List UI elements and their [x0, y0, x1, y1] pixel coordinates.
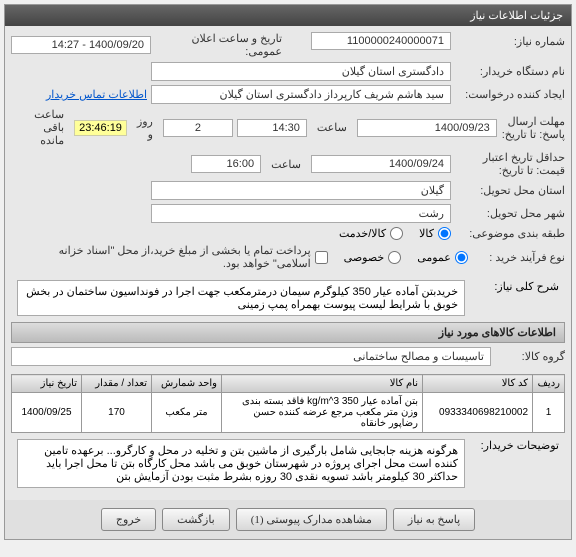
buyer-note-label: توضیحات خریدار: — [469, 439, 559, 452]
td-name: بتن آماده عیار kg/m^3 350 فاقد بسته بندی… — [222, 393, 423, 433]
contact-link[interactable]: اطلاعات تماس خریدار — [46, 88, 147, 101]
remain-label: ساعت باقی مانده — [17, 108, 64, 147]
city-value: رشت — [151, 204, 451, 223]
org-label: نام دستگاه خریدار: — [455, 65, 565, 78]
deadline-time: 14:30 — [237, 119, 307, 137]
th-date: تاریخ نیاز — [12, 375, 82, 393]
th-name: نام کالا — [222, 375, 423, 393]
deadline-date: 1400/09/23 — [357, 119, 497, 137]
radio-private-label: خصوصی — [344, 251, 385, 264]
goods-table: ردیف کد کالا نام کالا واحد شمارش تعداد /… — [11, 374, 565, 433]
panel-title: جزئیات اطلاعات نیاز — [5, 5, 571, 26]
announce-value: 1400/09/20 - 14:27 — [11, 36, 151, 54]
exit-button[interactable]: خروج — [101, 508, 156, 531]
th-qty: تعداد / مقدار — [82, 375, 152, 393]
spec-label: شرح کلی نیاز: — [469, 280, 559, 293]
radio-public-label: عمومی — [417, 251, 451, 264]
radio-service[interactable]: کالا/خدمت — [339, 227, 403, 240]
classify-label: طبقه بندی موضوعی: — [455, 227, 565, 240]
days-label: روز و — [137, 115, 153, 141]
group-value: تاسیسات و مصالح ساختمانی — [11, 347, 491, 366]
creator-label: ایجاد کننده درخواست: — [455, 88, 565, 101]
buy-type-label: نوع فرآیند خرید : — [472, 251, 565, 264]
attach-button[interactable]: مشاهده مدارک پیوستی (1) — [236, 508, 387, 531]
time-label-2: ساعت — [271, 158, 301, 171]
radio-service-label: کالا/خدمت — [339, 227, 386, 240]
radio-public[interactable]: عمومی — [417, 251, 468, 264]
pay-note-text: پرداخت تمام یا بخشی از مبلغ خرید،از محل … — [23, 244, 311, 270]
spec-text: خریدبتن آماده عیار 350 کیلوگرم سیمان درم… — [17, 280, 465, 316]
panel-body: شماره نیاز: 1100000240000071 تاریخ و ساع… — [5, 26, 571, 500]
radio-service-input[interactable] — [390, 227, 403, 240]
td-unit: متر مکعب — [152, 393, 222, 433]
time-label-1: ساعت — [317, 121, 347, 134]
td-qty: 170 — [82, 393, 152, 433]
table-header-row: ردیف کد کالا نام کالا واحد شمارش تعداد /… — [12, 375, 565, 393]
province-label: استان محل تحویل: — [455, 184, 565, 197]
valid-label: حداقل تاریخ اعتبار قیمت: تا تاریخ: — [455, 151, 565, 177]
city-label: شهر محل تحویل: — [455, 207, 565, 220]
valid-date: 1400/09/24 — [311, 155, 451, 173]
spec-row: شرح کلی نیاز: خریدبتن آماده عیار 350 کیل… — [11, 274, 565, 322]
days-remain: 2 — [163, 119, 233, 137]
th-code: کد کالا — [423, 375, 533, 393]
goods-section-bar: اطلاعات کالاهای مورد نیاز — [11, 322, 565, 343]
valid-time: 16:00 — [191, 155, 261, 173]
radio-public-input[interactable] — [455, 251, 468, 264]
td-idx: 1 — [533, 393, 565, 433]
req-num-label: شماره نیاز: — [455, 35, 565, 48]
td-date: 1400/09/25 — [12, 393, 82, 433]
table-row: 1 0933340698210002 بتن آماده عیار kg/m^3… — [12, 393, 565, 433]
deadline-label: مهلت ارسال پاسخ: تا تاریخ: — [501, 115, 565, 141]
top-row: شماره نیاز: 1100000240000071 تاریخ و ساع… — [11, 32, 565, 62]
radio-private[interactable]: خصوصی — [344, 251, 402, 264]
reply-button[interactable]: پاسخ به نیاز — [393, 508, 475, 531]
th-unit: واحد شمارش — [152, 375, 222, 393]
creator-value: سید هاشم شریف کارپرداز دادگستری استان گی… — [151, 85, 451, 104]
td-code: 0933340698210002 — [423, 393, 533, 433]
radio-private-input[interactable] — [388, 251, 401, 264]
pay-note-check[interactable]: پرداخت تمام یا بخشی از مبلغ خرید،از محل … — [23, 244, 328, 270]
announce-label: تاریخ و ساعت اعلان عمومی: — [161, 32, 282, 58]
buyer-note-text: هرگونه هزینه جابجایی شامل بارگیری از ماش… — [17, 439, 465, 488]
main-panel: جزئیات اطلاعات نیاز شماره نیاز: 11000002… — [4, 4, 572, 540]
button-row: پاسخ به نیاز مشاهده مدارک پیوستی (1) باز… — [5, 500, 571, 539]
th-idx: ردیف — [533, 375, 565, 393]
countdown: 23:46:19 — [74, 120, 127, 136]
radio-kala-input[interactable] — [438, 227, 451, 240]
req-num-value: 1100000240000071 — [311, 32, 451, 50]
pay-check-input[interactable] — [315, 251, 328, 264]
group-label: گروه کالا: — [495, 350, 565, 363]
back-button[interactable]: بازگشت — [162, 508, 230, 531]
radio-kala-label: کالا — [419, 227, 434, 240]
org-value: دادگستری استان گیلان — [151, 62, 451, 81]
buyer-note-row: توضیحات خریدار: هرگونه هزینه جابجایی شام… — [11, 433, 565, 494]
radio-kala[interactable]: کالا — [419, 227, 451, 240]
province-value: گیلان — [151, 181, 451, 200]
